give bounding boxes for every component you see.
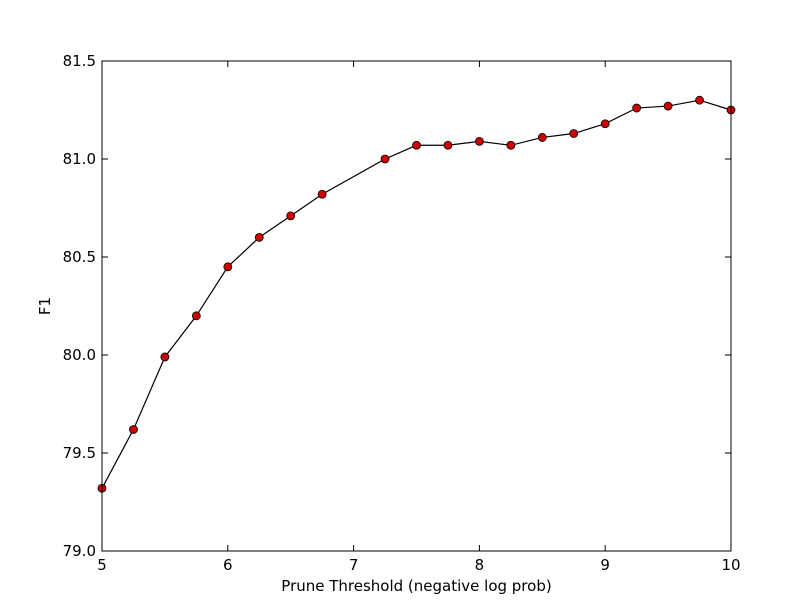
tick-labels: 5 6 7 8 9 10 79.0 79.5 80.0 80.5 81.0 81.5 xyxy=(63,52,741,574)
y-tick-label: 80.0 xyxy=(63,346,96,364)
x-tick-label: 7 xyxy=(349,556,359,574)
y-tick-label: 81.5 xyxy=(63,52,96,70)
y-tick-label: 80.5 xyxy=(63,248,96,266)
series-line xyxy=(101,99,732,489)
data-point xyxy=(537,133,547,142)
data-point xyxy=(380,154,390,164)
data-point xyxy=(286,211,296,221)
y-tick-label: 79.5 xyxy=(63,444,96,462)
x-tick-label: 8 xyxy=(475,556,485,574)
x-tick-label: 9 xyxy=(600,556,610,574)
data-point xyxy=(474,136,484,146)
data-point xyxy=(443,140,453,150)
data-point xyxy=(191,311,201,321)
data-point xyxy=(412,140,421,150)
series-layer xyxy=(97,95,736,493)
x-tick-label: 6 xyxy=(223,556,233,574)
x-tick-label: 5 xyxy=(97,556,107,574)
data-point xyxy=(317,189,327,199)
data-point xyxy=(129,425,138,434)
data-point xyxy=(695,95,704,105)
data-point xyxy=(600,119,610,129)
y-tick-label: 79.0 xyxy=(63,542,96,560)
data-point xyxy=(569,129,579,138)
x-tick-label: 10 xyxy=(721,556,740,574)
x-axis-label: Prune Threshold (negative log prob) xyxy=(281,577,551,595)
data-point xyxy=(223,262,233,272)
data-point xyxy=(663,101,673,111)
y-axis-label: F1 xyxy=(36,297,54,315)
plot-frame xyxy=(101,60,732,552)
data-point xyxy=(254,232,264,242)
data-point xyxy=(160,352,170,362)
plot-area xyxy=(102,61,731,551)
y-tick-label: 81.0 xyxy=(63,150,96,168)
data-point xyxy=(632,103,642,113)
data-point xyxy=(506,140,516,150)
